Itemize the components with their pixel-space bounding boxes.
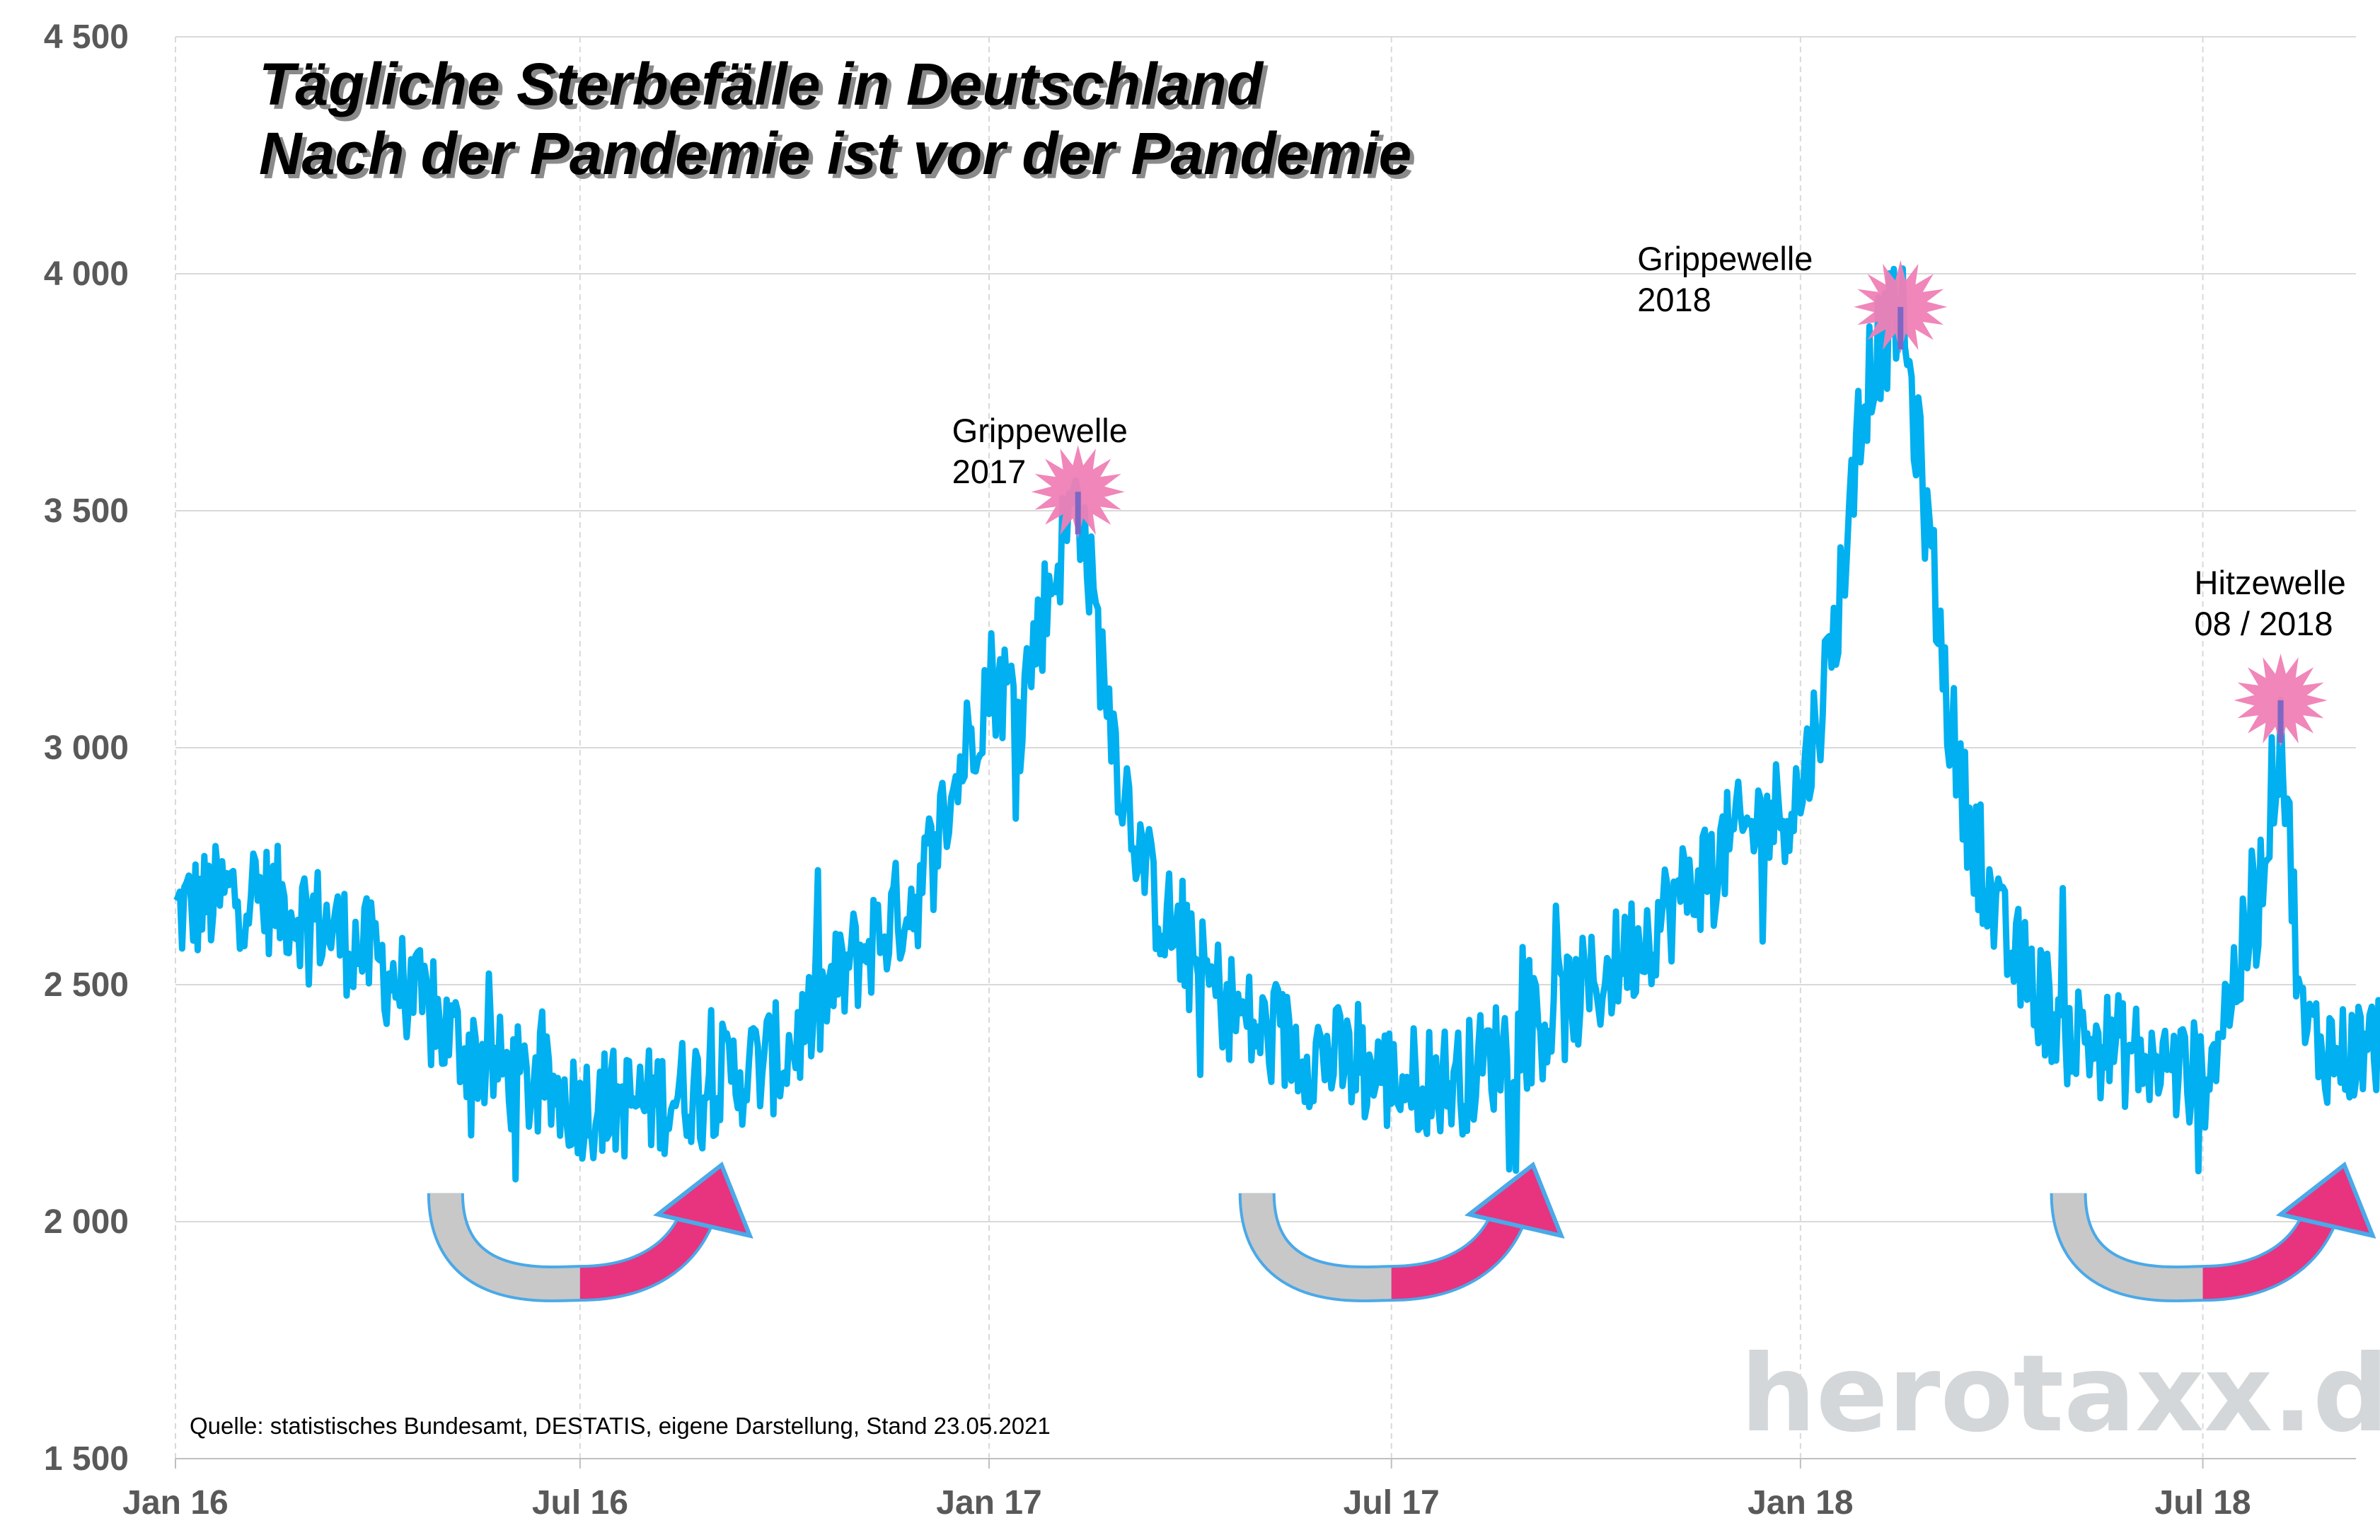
grid-layer bbox=[175, 36, 2356, 1469]
trend-arrow-grey bbox=[2052, 1193, 2203, 1300]
series-line bbox=[173, 265, 2380, 1183]
x-tick-label: Jul 17 bbox=[1344, 1484, 1440, 1522]
trend-arrow-grey bbox=[1241, 1193, 1392, 1300]
x-tick-label: Jan 16 bbox=[122, 1484, 228, 1522]
source-note: Quelle: statistisches Bundesamt, DESTATI… bbox=[190, 1413, 1051, 1439]
tick-layer: 1 500 2 000 2 500 3 000 3 500 4 000 4 500 Jan 1… bbox=[44, 18, 2251, 1522]
x-tick-label: Jan 18 bbox=[1748, 1484, 1853, 1522]
annotation-label: Grippewelle bbox=[1637, 240, 1813, 277]
y-tick-label: 2 000 bbox=[44, 1203, 129, 1241]
annotation-sublabel: 2017 bbox=[952, 453, 1027, 490]
trend-arrow-head bbox=[2275, 1161, 2376, 1239]
line-layer bbox=[173, 265, 2380, 1183]
trend-arrow bbox=[2050, 1161, 2376, 1303]
y-tick-label: 4 000 bbox=[44, 255, 129, 293]
y-tick-label: 3 000 bbox=[44, 729, 129, 767]
y-tick-label: 2 500 bbox=[44, 966, 129, 1004]
arrow-layer bbox=[427, 1161, 2376, 1303]
star-layer bbox=[1031, 260, 2328, 747]
annotation-sublabel: 2018 bbox=[1637, 281, 1711, 318]
y-tick-label: 3 500 bbox=[44, 492, 129, 530]
annotation-label: Grippewelle bbox=[952, 412, 1128, 449]
trend-arrow bbox=[1238, 1161, 1565, 1303]
y-tick-label: 1 500 bbox=[44, 1440, 129, 1478]
chart-subtitle: Nach der Pandemie ist vor der Pandemie bbox=[259, 120, 1411, 187]
trend-arrow-grey bbox=[429, 1193, 581, 1300]
y-tick-label: 4 500 bbox=[44, 18, 129, 56]
chart-subtitle-shadow: Nach der Pandemie ist vor der Pandemie bbox=[263, 125, 1416, 191]
trend-arrow bbox=[427, 1161, 753, 1303]
trend-arrow-head bbox=[1464, 1161, 1565, 1239]
annot-layer: Grippewelle 2017 Grippewelle 2018 Hitzewelle… bbox=[952, 240, 2346, 642]
trend-arrow-head bbox=[653, 1161, 753, 1239]
x-tick-label: Jul 16 bbox=[532, 1484, 628, 1522]
chart-title: Tägliche Sterbefälle in Deutschland bbox=[259, 51, 1264, 117]
annotation-sublabel: 08 / 2018 bbox=[2195, 605, 2333, 642]
annotation-label: Hitzewelle bbox=[2195, 564, 2346, 601]
x-tick-label: Jul 18 bbox=[2155, 1484, 2251, 1522]
x-tick-label: Jan 17 bbox=[936, 1484, 1041, 1522]
watermark: herotaxx.de bbox=[1740, 1333, 2380, 1456]
chart-title-shadow: Tägliche Sterbefälle in Deutschland bbox=[263, 55, 1269, 122]
